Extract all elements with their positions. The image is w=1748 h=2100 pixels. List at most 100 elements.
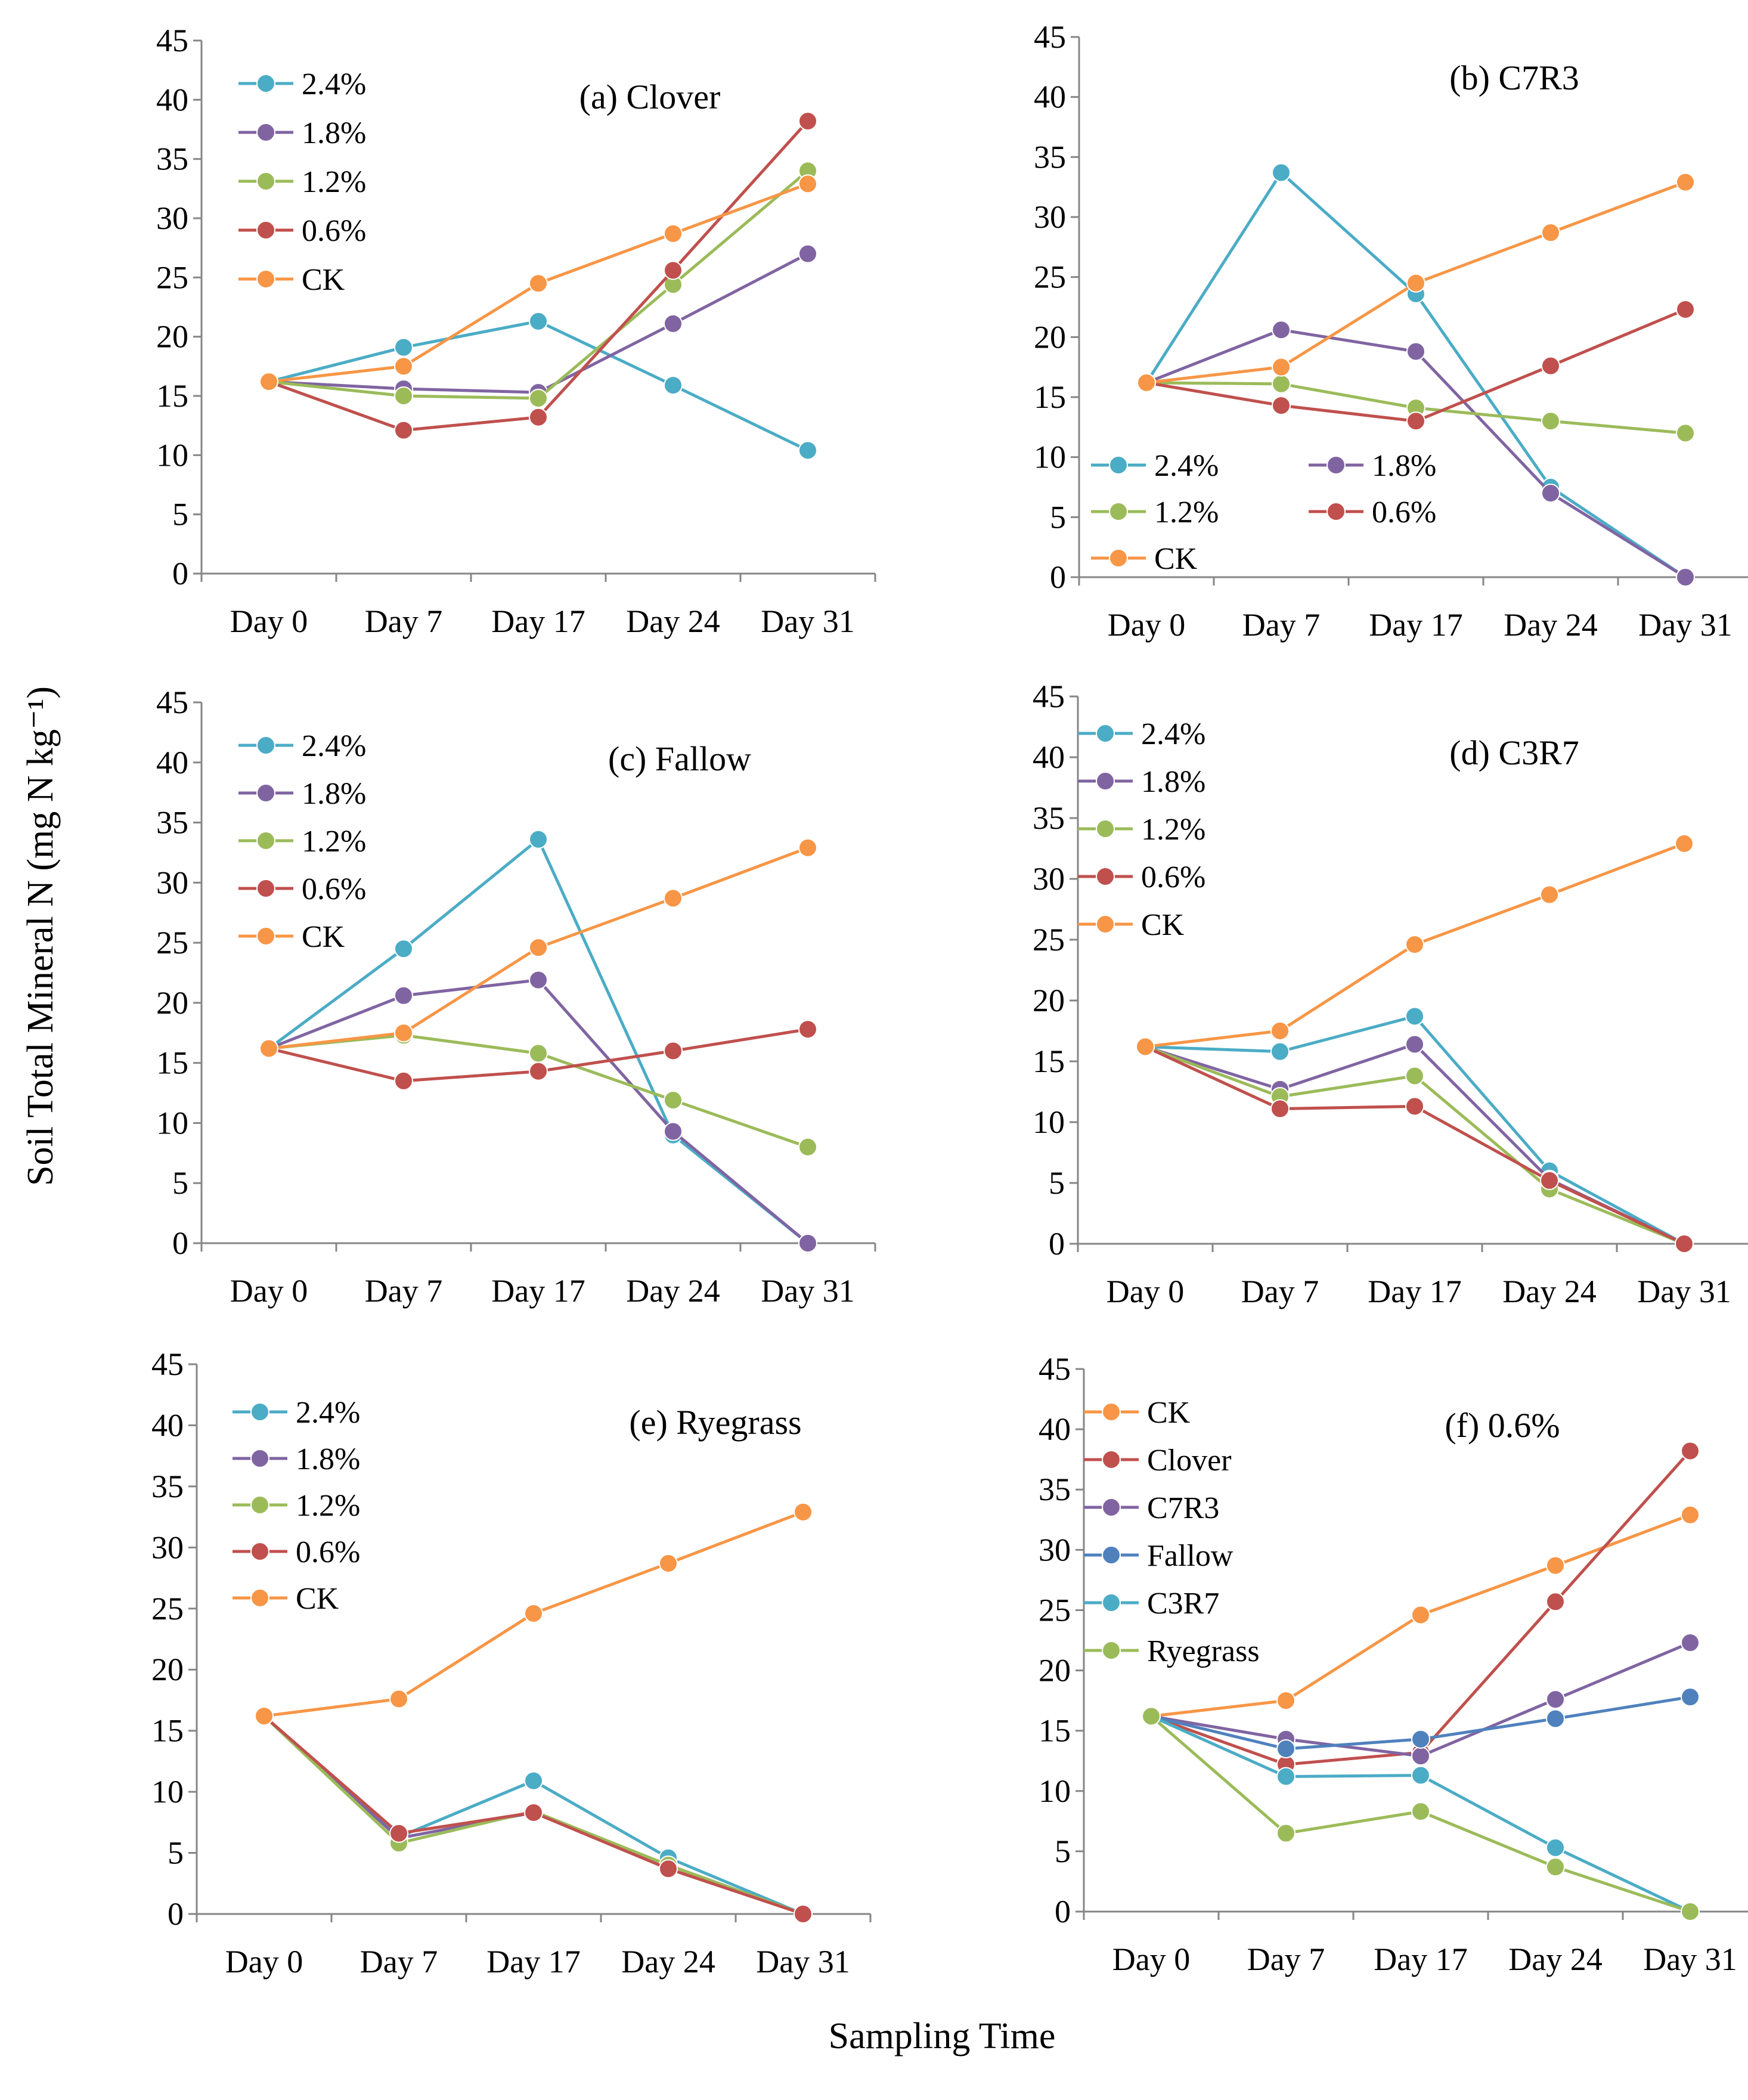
data-point xyxy=(1681,1633,1700,1653)
legend-label: 1.2% xyxy=(1154,495,1219,529)
legend-swatch-marker xyxy=(256,74,275,93)
data-point xyxy=(1411,1729,1430,1749)
x-tick-label: Day 0 xyxy=(230,1273,308,1309)
data-point xyxy=(394,1023,413,1043)
legend-swatch-marker xyxy=(1327,456,1346,475)
y-tick-label: 10 xyxy=(151,1774,184,1810)
legend-swatch-marker xyxy=(1096,724,1115,743)
y-tick-label: 25 xyxy=(156,259,188,295)
y-tick-label: 20 xyxy=(1039,1653,1071,1689)
x-tick-label: Day 31 xyxy=(1638,607,1732,643)
y-tick-label: 45 xyxy=(1033,679,1065,714)
data-point xyxy=(529,970,548,990)
data-point xyxy=(1541,223,1560,243)
legend-swatch-marker xyxy=(1102,1402,1121,1421)
data-point xyxy=(1546,1690,1565,1709)
y-tick-label: 0 xyxy=(172,1225,188,1261)
data-point xyxy=(664,261,683,280)
legend-label: 0.6% xyxy=(1372,495,1436,529)
data-point xyxy=(1411,1766,1430,1785)
data-point xyxy=(1681,1505,1700,1525)
data-point xyxy=(1676,300,1695,320)
x-tick-label: Day 17 xyxy=(491,603,585,639)
y-tick-label: 15 xyxy=(1033,1043,1065,1079)
data-point xyxy=(529,1043,548,1063)
y-tick-label: 20 xyxy=(151,1652,184,1687)
data-point xyxy=(1540,885,1559,905)
y-tick-label: 25 xyxy=(1033,922,1065,958)
panels: 0 5 10 15 20 25 30 35 40 45 Day 0 Day 7 Day 17 Day 24… xyxy=(151,19,1748,1980)
data-point xyxy=(659,1553,678,1573)
y-tick-label: 5 xyxy=(1049,1165,1065,1201)
y-tick-label: 25 xyxy=(1034,259,1066,295)
legend-label: C7R3 xyxy=(1147,1491,1219,1525)
data-point xyxy=(1546,1838,1565,1857)
data-point xyxy=(1276,1691,1295,1711)
y-tick-label: 40 xyxy=(156,82,188,117)
x-axis-title: Sampling Time xyxy=(829,2016,1056,2056)
x-tick-label: Day 7 xyxy=(365,603,442,639)
data-point xyxy=(1676,568,1695,587)
data-point xyxy=(1675,1234,1694,1253)
legend-label: 2.4% xyxy=(302,67,366,101)
data-point xyxy=(1405,1066,1424,1086)
y-tick-label: 25 xyxy=(156,925,188,961)
chart-title: (c) Fallow xyxy=(608,739,751,778)
data-point xyxy=(1405,1006,1424,1026)
y-tick-label: 5 xyxy=(172,497,188,532)
data-point xyxy=(1541,484,1560,503)
data-point xyxy=(664,224,683,243)
y-tick-label: 45 xyxy=(1034,19,1066,55)
y-tick-label: 20 xyxy=(156,985,188,1021)
y-tick-label: 40 xyxy=(1039,1411,1071,1447)
y-tick-label: 10 xyxy=(1033,1104,1065,1140)
data-point xyxy=(259,372,278,392)
legend-label: CK xyxy=(302,920,345,954)
data-point xyxy=(524,1603,543,1623)
legend-label: Ryegrass xyxy=(1147,1634,1260,1668)
y-tick-label: 10 xyxy=(156,1105,188,1141)
data-point xyxy=(798,838,817,857)
legend-swatch-marker xyxy=(1096,819,1115,838)
y-tick-label: 5 xyxy=(172,1165,188,1201)
legend-swatch-marker xyxy=(1102,1545,1121,1565)
y-tick-label: 25 xyxy=(1039,1592,1071,1628)
legend-label: 1.8% xyxy=(1141,765,1205,799)
data-point xyxy=(1272,396,1291,416)
data-point xyxy=(1681,1902,1700,1921)
data-point xyxy=(529,388,548,408)
data-point xyxy=(798,441,817,460)
data-point xyxy=(394,386,413,405)
data-point xyxy=(664,1041,683,1061)
data-point xyxy=(394,357,413,376)
y-tick-label: 45 xyxy=(151,1346,184,1382)
y-tick-label: 35 xyxy=(1034,139,1066,175)
y-tick-label: 5 xyxy=(1055,1833,1071,1869)
data-point xyxy=(524,1802,543,1822)
x-tick-label: Day 17 xyxy=(486,1944,580,1980)
data-point xyxy=(1411,1605,1430,1625)
legend-label: 1.8% xyxy=(302,116,366,150)
data-point xyxy=(1546,1709,1565,1729)
y-tick-label: 15 xyxy=(151,1713,184,1749)
legend: CK Clover C7R3 Fallow C3R7 Ryegrass xyxy=(1084,1396,1260,1668)
y-tick-label: 40 xyxy=(156,745,188,780)
legend-label: CK xyxy=(296,1582,339,1616)
data-point xyxy=(1276,1739,1295,1758)
legend-label: C3R7 xyxy=(1147,1587,1219,1621)
data-point xyxy=(1676,423,1695,443)
data-point xyxy=(794,1904,813,1924)
data-point xyxy=(394,986,413,1005)
x-tick-label: Day 31 xyxy=(761,1273,854,1309)
legend: 2.4% 1.8% 1.2% 0.6% CK xyxy=(238,729,366,954)
y-tick-label: 35 xyxy=(1039,1472,1071,1507)
x-tick-label: Day 0 xyxy=(1112,1941,1190,1977)
x-tick-label: Day 0 xyxy=(230,603,308,639)
legend-swatch-marker xyxy=(256,123,275,142)
data-point xyxy=(394,1071,413,1091)
data-point xyxy=(529,938,548,958)
y-tick-label: 35 xyxy=(151,1469,184,1504)
x-tick-label: Day 17 xyxy=(1368,1274,1461,1309)
x-tick-label: Day 7 xyxy=(360,1944,438,1980)
y-tick-label: 45 xyxy=(156,23,188,58)
